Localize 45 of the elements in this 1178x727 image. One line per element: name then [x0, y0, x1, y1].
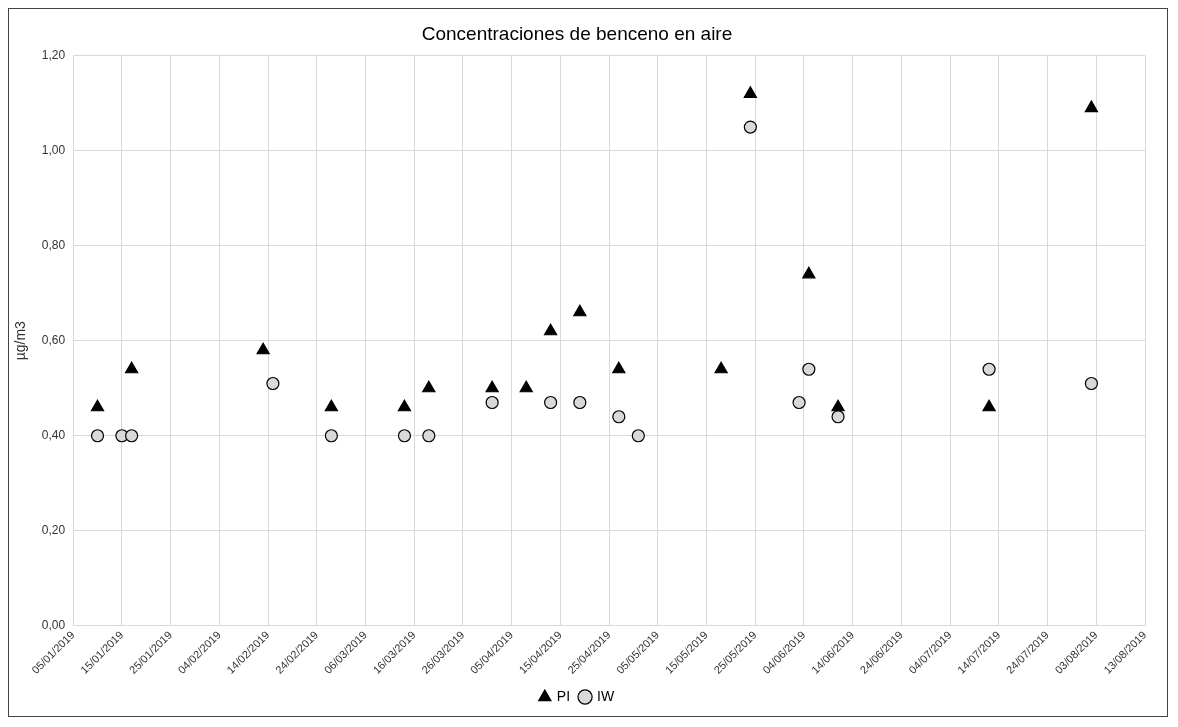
point	[612, 410, 626, 424]
point	[802, 266, 816, 279]
point	[982, 362, 996, 376]
point	[397, 399, 412, 412]
y-axis-title: µg/m3	[12, 320, 29, 361]
point	[802, 362, 816, 376]
y-tick-label: 0,40	[41, 428, 66, 443]
y-tick-label: 1,00	[41, 143, 66, 158]
y-tick-label: 0,00	[41, 618, 66, 633]
point	[266, 376, 280, 391]
point	[324, 399, 339, 412]
point	[422, 429, 436, 443]
point	[422, 380, 436, 393]
legend-label: PI	[556, 687, 571, 704]
point	[544, 395, 558, 410]
point	[982, 399, 996, 412]
point	[125, 429, 139, 443]
point	[792, 395, 806, 410]
point	[485, 395, 499, 410]
point	[831, 399, 845, 412]
point	[631, 429, 645, 443]
point	[743, 120, 757, 134]
chart-title: Concentraciones de benceno en aire	[421, 22, 733, 44]
y-tick-label: 1,20	[41, 48, 66, 63]
point	[573, 395, 587, 410]
point	[256, 342, 270, 355]
point	[573, 304, 587, 317]
point	[485, 380, 499, 393]
point	[1084, 100, 1099, 113]
y-tick-label: 0,80	[41, 238, 66, 253]
point	[124, 361, 139, 374]
point	[831, 410, 845, 424]
point	[90, 429, 105, 443]
point	[612, 361, 626, 374]
point	[324, 429, 338, 443]
y-tick-label: 0,60	[41, 333, 66, 348]
legend-label: IW	[597, 687, 615, 704]
point	[714, 361, 728, 374]
point	[543, 323, 558, 336]
point	[1084, 376, 1099, 391]
y-tick-label: 0,20	[41, 523, 66, 538]
point	[519, 380, 533, 393]
point	[743, 86, 758, 98]
point	[397, 429, 412, 443]
point	[90, 399, 105, 412]
